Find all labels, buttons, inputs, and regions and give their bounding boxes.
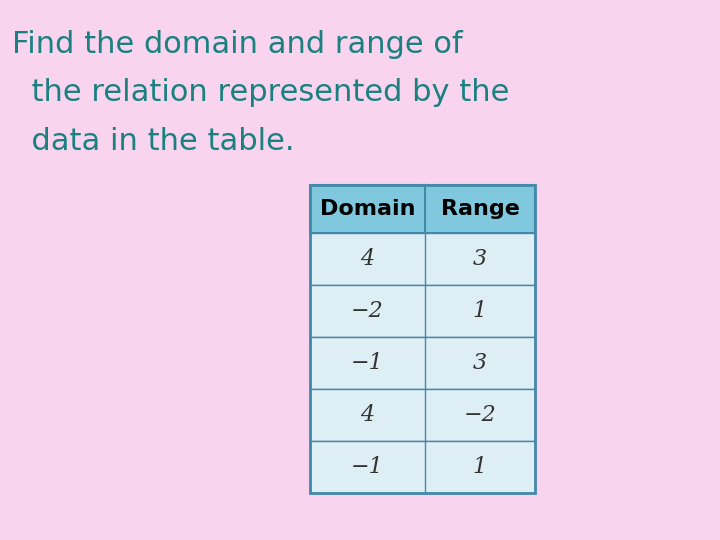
Text: Domain: Domain <box>320 199 415 219</box>
Text: 1: 1 <box>473 300 487 322</box>
Text: −2: −2 <box>464 404 496 426</box>
FancyBboxPatch shape <box>310 285 535 337</box>
Text: 3: 3 <box>473 248 487 270</box>
Text: 1: 1 <box>473 456 487 478</box>
Text: −1: −1 <box>351 456 384 478</box>
Text: 4: 4 <box>361 404 374 426</box>
Text: −2: −2 <box>351 300 384 322</box>
Text: the relation represented by the: the relation represented by the <box>12 78 509 107</box>
FancyBboxPatch shape <box>310 185 535 233</box>
Text: data in the table.: data in the table. <box>12 127 294 156</box>
Text: Range: Range <box>441 199 519 219</box>
FancyBboxPatch shape <box>310 389 535 441</box>
FancyBboxPatch shape <box>310 337 535 389</box>
Text: 4: 4 <box>361 248 374 270</box>
Text: 3: 3 <box>473 352 487 374</box>
FancyBboxPatch shape <box>310 441 535 493</box>
Text: −1: −1 <box>351 352 384 374</box>
FancyBboxPatch shape <box>310 233 535 285</box>
Text: Find the domain and range of: Find the domain and range of <box>12 30 463 59</box>
